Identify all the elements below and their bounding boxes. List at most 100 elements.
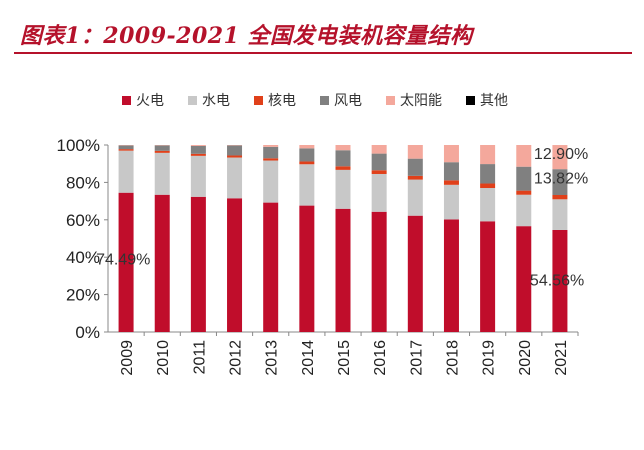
stacked-bar-chart: 火电 水电 核电 风电 太阳能 其他 0% 20% 40% 60% 80% 100% 2009 2010 2… — [57, 92, 589, 376]
bar-segment-nuclear-2015 — [335, 166, 351, 170]
bar-segment-wind-2011 — [190, 145, 206, 154]
bar-segment-hydro-2017 — [407, 179, 423, 216]
bar-segment-nuclear-2009 — [118, 149, 134, 151]
legend-swatch-wind — [320, 96, 329, 105]
legend-label-thermal: 火电 — [136, 92, 164, 108]
x-tick-label: 2017 — [408, 340, 425, 376]
x-tick-label: 2010 — [155, 340, 172, 376]
bar-segment-nuclear-2021 — [552, 195, 568, 200]
bar-segment-hydro-2018 — [443, 184, 459, 220]
chart-title-bar: 图表1：2009-2021 全国发电装机容量结构 — [0, 0, 644, 54]
bar-segment-hydro-2009 — [118, 150, 134, 193]
bar-segment-hydro-2014 — [299, 164, 315, 206]
legend-label-nuclear: 核电 — [268, 92, 296, 108]
annotation-label: 12.90% — [534, 146, 588, 163]
bar-segment-hydro-2011 — [190, 155, 206, 197]
legend-label-other: 其他 — [480, 92, 508, 108]
bar-segment-wind-2021 — [552, 169, 568, 196]
bar-segment-wind-2018 — [443, 162, 459, 181]
bar-segment-nuclear-2011 — [190, 153, 206, 156]
bar-segment-thermal-2010 — [154, 194, 170, 332]
bar-segment-wind-2016 — [371, 153, 387, 171]
x-tick-label: 2016 — [372, 340, 389, 376]
bar-segment-nuclear-2020 — [516, 190, 532, 195]
bar-segment-wind-2009 — [118, 145, 134, 150]
bar-segment-solar-2016 — [371, 145, 387, 154]
annotation-label: 54.56% — [530, 272, 584, 289]
bar-segment-wind-2019 — [480, 164, 496, 184]
bar-segment-hydro-2021 — [552, 199, 568, 230]
bar-segment-wind-2017 — [407, 158, 423, 176]
x-tick-label: 2019 — [481, 340, 498, 376]
chart-title: 图表1：2009-2021 全国发电装机容量结构 — [20, 23, 473, 49]
y-tick-label: 60% — [66, 211, 100, 230]
bar-segment-thermal-2013 — [263, 202, 279, 332]
bar-segment-hydro-2020 — [516, 194, 532, 227]
bar-segment-solar-2014 — [299, 145, 315, 149]
bar-segment-hydro-2012 — [227, 157, 243, 199]
x-tick-label: 2018 — [444, 340, 461, 376]
annotation-label: 13.82% — [534, 170, 588, 187]
x-tick-label: 2011 — [191, 340, 208, 375]
annotation-label: 74.49% — [96, 252, 150, 269]
bar-segment-thermal-2017 — [407, 215, 423, 332]
legend-swatch-other — [466, 96, 475, 105]
bar-segment-hydro-2016 — [371, 173, 387, 212]
bar-segment-nuclear-2013 — [263, 158, 279, 161]
bar-segment-hydro-2013 — [263, 160, 279, 203]
bar-segment-thermal-2016 — [371, 211, 387, 332]
y-tick-label: 40% — [66, 248, 100, 267]
bar-segment-thermal-2018 — [443, 219, 459, 332]
x-tick-label: 2015 — [336, 340, 353, 376]
legend-swatch-solar — [386, 96, 395, 105]
bar-segment-hydro-2019 — [480, 188, 496, 222]
bar-segment-wind-2012 — [227, 145, 243, 156]
bar-segment-wind-2015 — [335, 150, 351, 167]
y-tick-label: 20% — [66, 286, 100, 305]
x-tick-label: 2020 — [517, 340, 534, 376]
legend-label-solar: 太阳能 — [400, 92, 442, 108]
bar-segment-solar-2021 — [552, 145, 568, 170]
bar-segment-solar-2018 — [443, 145, 459, 163]
bar-segment-solar-2015 — [335, 145, 351, 151]
bar-segment-nuclear-2019 — [480, 183, 496, 189]
legend-swatch-hydro — [188, 96, 197, 105]
bar-segment-hydro-2015 — [335, 169, 351, 209]
x-tick-label: 2014 — [300, 340, 317, 376]
legend-swatch-nuclear — [254, 96, 263, 105]
bar-segment-wind-2013 — [263, 146, 279, 159]
bar-segment-nuclear-2016 — [371, 170, 387, 174]
bar-segment-nuclear-2014 — [299, 161, 315, 165]
bar-segment-thermal-2015 — [335, 208, 351, 332]
x-tick-label: 2012 — [228, 340, 245, 376]
bar-segment-solar-2017 — [407, 145, 423, 159]
bar-segment-thermal-2020 — [516, 226, 532, 332]
bar-segment-nuclear-2012 — [227, 155, 243, 158]
bar-segment-solar-2020 — [516, 145, 532, 167]
bar-segment-wind-2010 — [154, 145, 170, 151]
bar-segment-solar-2013 — [263, 145, 279, 147]
bar-segment-nuclear-2017 — [407, 175, 423, 180]
y-tick-label: 80% — [66, 173, 100, 192]
bar-segment-thermal-2021 — [552, 229, 568, 332]
bar-segment-wind-2014 — [299, 148, 315, 162]
legend-label-wind: 风电 — [334, 92, 362, 108]
x-tick-label: 2013 — [264, 340, 281, 376]
bar-segment-nuclear-2018 — [443, 180, 459, 185]
bar-segment-nuclear-2010 — [154, 150, 170, 153]
bar-segment-thermal-2019 — [480, 221, 496, 332]
bar-segment-wind-2020 — [516, 166, 532, 191]
bar-segment-solar-2019 — [480, 145, 496, 165]
legend-swatch-thermal — [122, 96, 131, 105]
x-tick-label: 2009 — [119, 340, 136, 376]
title-underline — [14, 52, 632, 54]
bar-segment-thermal-2012 — [227, 198, 243, 332]
bar-segment-solar-2011 — [190, 145, 206, 146]
bar-segment-thermal-2011 — [190, 196, 206, 332]
legend-label-hydro: 水电 — [202, 92, 230, 108]
x-tick-label: 2021 — [553, 340, 570, 376]
bar-segment-hydro-2010 — [154, 152, 170, 195]
y-tick-label: 100% — [57, 136, 100, 155]
bar-segment-thermal-2014 — [299, 205, 315, 332]
y-tick-label: 0% — [75, 323, 100, 342]
